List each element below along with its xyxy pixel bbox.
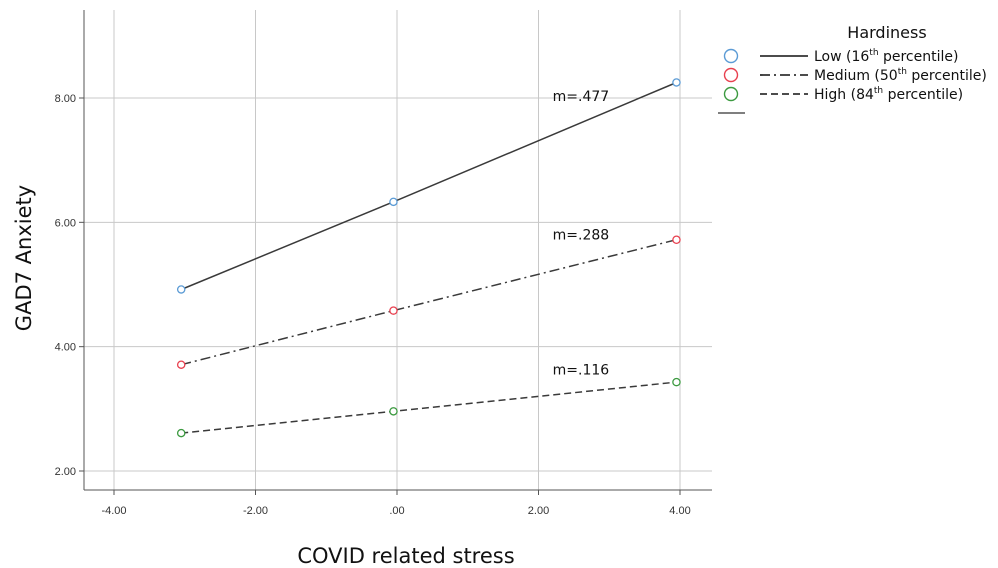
x-tick-label: .00 <box>389 505 404 517</box>
plot-area: 2.00 4.00 6.00 8.00 -4.00 -2.00 .00 2.00 4.00 m… <box>55 10 712 517</box>
legend-items: Low (16th percentile) Medium (50th percen… <box>723 48 987 103</box>
slope-label-1: m=.477 <box>553 89 610 105</box>
x-ticks: -4.00 -2.00 .00 2.00 4.00 <box>101 490 691 517</box>
data-point <box>672 78 681 87</box>
data-point <box>389 407 398 416</box>
x-tick-label: 4.00 <box>669 505 690 517</box>
data-point <box>672 235 681 244</box>
x-axis-title: COVID related stress <box>297 544 514 568</box>
y-tick-label: 8.00 <box>55 93 76 105</box>
legend-marker <box>723 67 739 83</box>
legend: Hardiness Low (16th percentile) Medium (5… <box>718 23 987 114</box>
legend-marker <box>723 86 739 102</box>
grid-lines <box>84 10 712 490</box>
x-tick-label: 2.00 <box>528 505 549 517</box>
slope-labels: m=.477 m=.288 m=.116 <box>553 89 610 379</box>
data-point <box>176 285 186 294</box>
plot-background <box>84 10 712 490</box>
data-point <box>176 360 186 369</box>
y-tick-label: 2.00 <box>55 466 76 478</box>
legend-title: Hardiness <box>847 23 926 42</box>
legend-marker <box>723 48 739 64</box>
data-point <box>389 197 398 207</box>
y-axis-title: GAD7 Anxiety <box>12 185 36 331</box>
y-tick-label: 6.00 <box>55 217 76 229</box>
x-tick-label: -2.00 <box>243 505 268 517</box>
slope-label-2: m=.288 <box>553 228 610 244</box>
legend-label: Low (16th percentile) <box>814 48 958 65</box>
slope-label-3: m=.116 <box>553 363 610 379</box>
series-points <box>176 78 681 438</box>
data-point <box>176 428 186 438</box>
legend-label: High (84th percentile) <box>814 86 963 103</box>
x-tick-label: -4.00 <box>101 505 126 517</box>
y-tick-label: 4.00 <box>55 342 76 354</box>
legend-label: Medium (50th percentile) <box>814 67 987 84</box>
y-ticks: 2.00 4.00 6.00 8.00 <box>55 93 84 478</box>
data-point <box>389 306 398 315</box>
data-point <box>672 377 681 387</box>
